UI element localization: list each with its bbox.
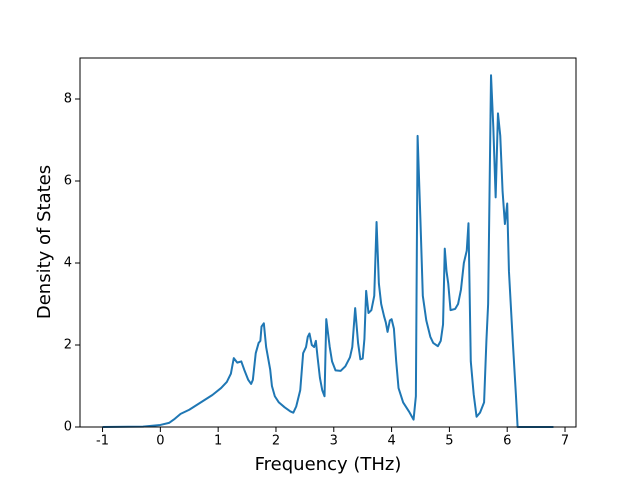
- x-tick-label: -1: [96, 434, 109, 449]
- x-tick-label: 5: [445, 434, 453, 449]
- x-axis-label: Frequency (THz): [255, 454, 402, 475]
- x-tick-label: 7: [561, 434, 569, 449]
- axes-frame: [79, 57, 577, 428]
- x-tick-label: 2: [272, 434, 280, 449]
- y-tick-label: 0: [64, 420, 72, 435]
- x-tick-label: 4: [387, 434, 395, 449]
- dos-line: [102, 74, 554, 428]
- y-tick-label: 2: [64, 338, 72, 353]
- x-tick-label: 6: [503, 434, 511, 449]
- x-tick-label: 3: [330, 434, 338, 449]
- x-tick-label: 1: [214, 434, 222, 449]
- y-axis-label: Density of States: [34, 165, 55, 319]
- y-tick-label: 8: [64, 92, 72, 107]
- x-tick-label: 0: [156, 434, 164, 449]
- y-tick-label: 4: [64, 256, 72, 271]
- y-tick-label: 6: [64, 174, 72, 189]
